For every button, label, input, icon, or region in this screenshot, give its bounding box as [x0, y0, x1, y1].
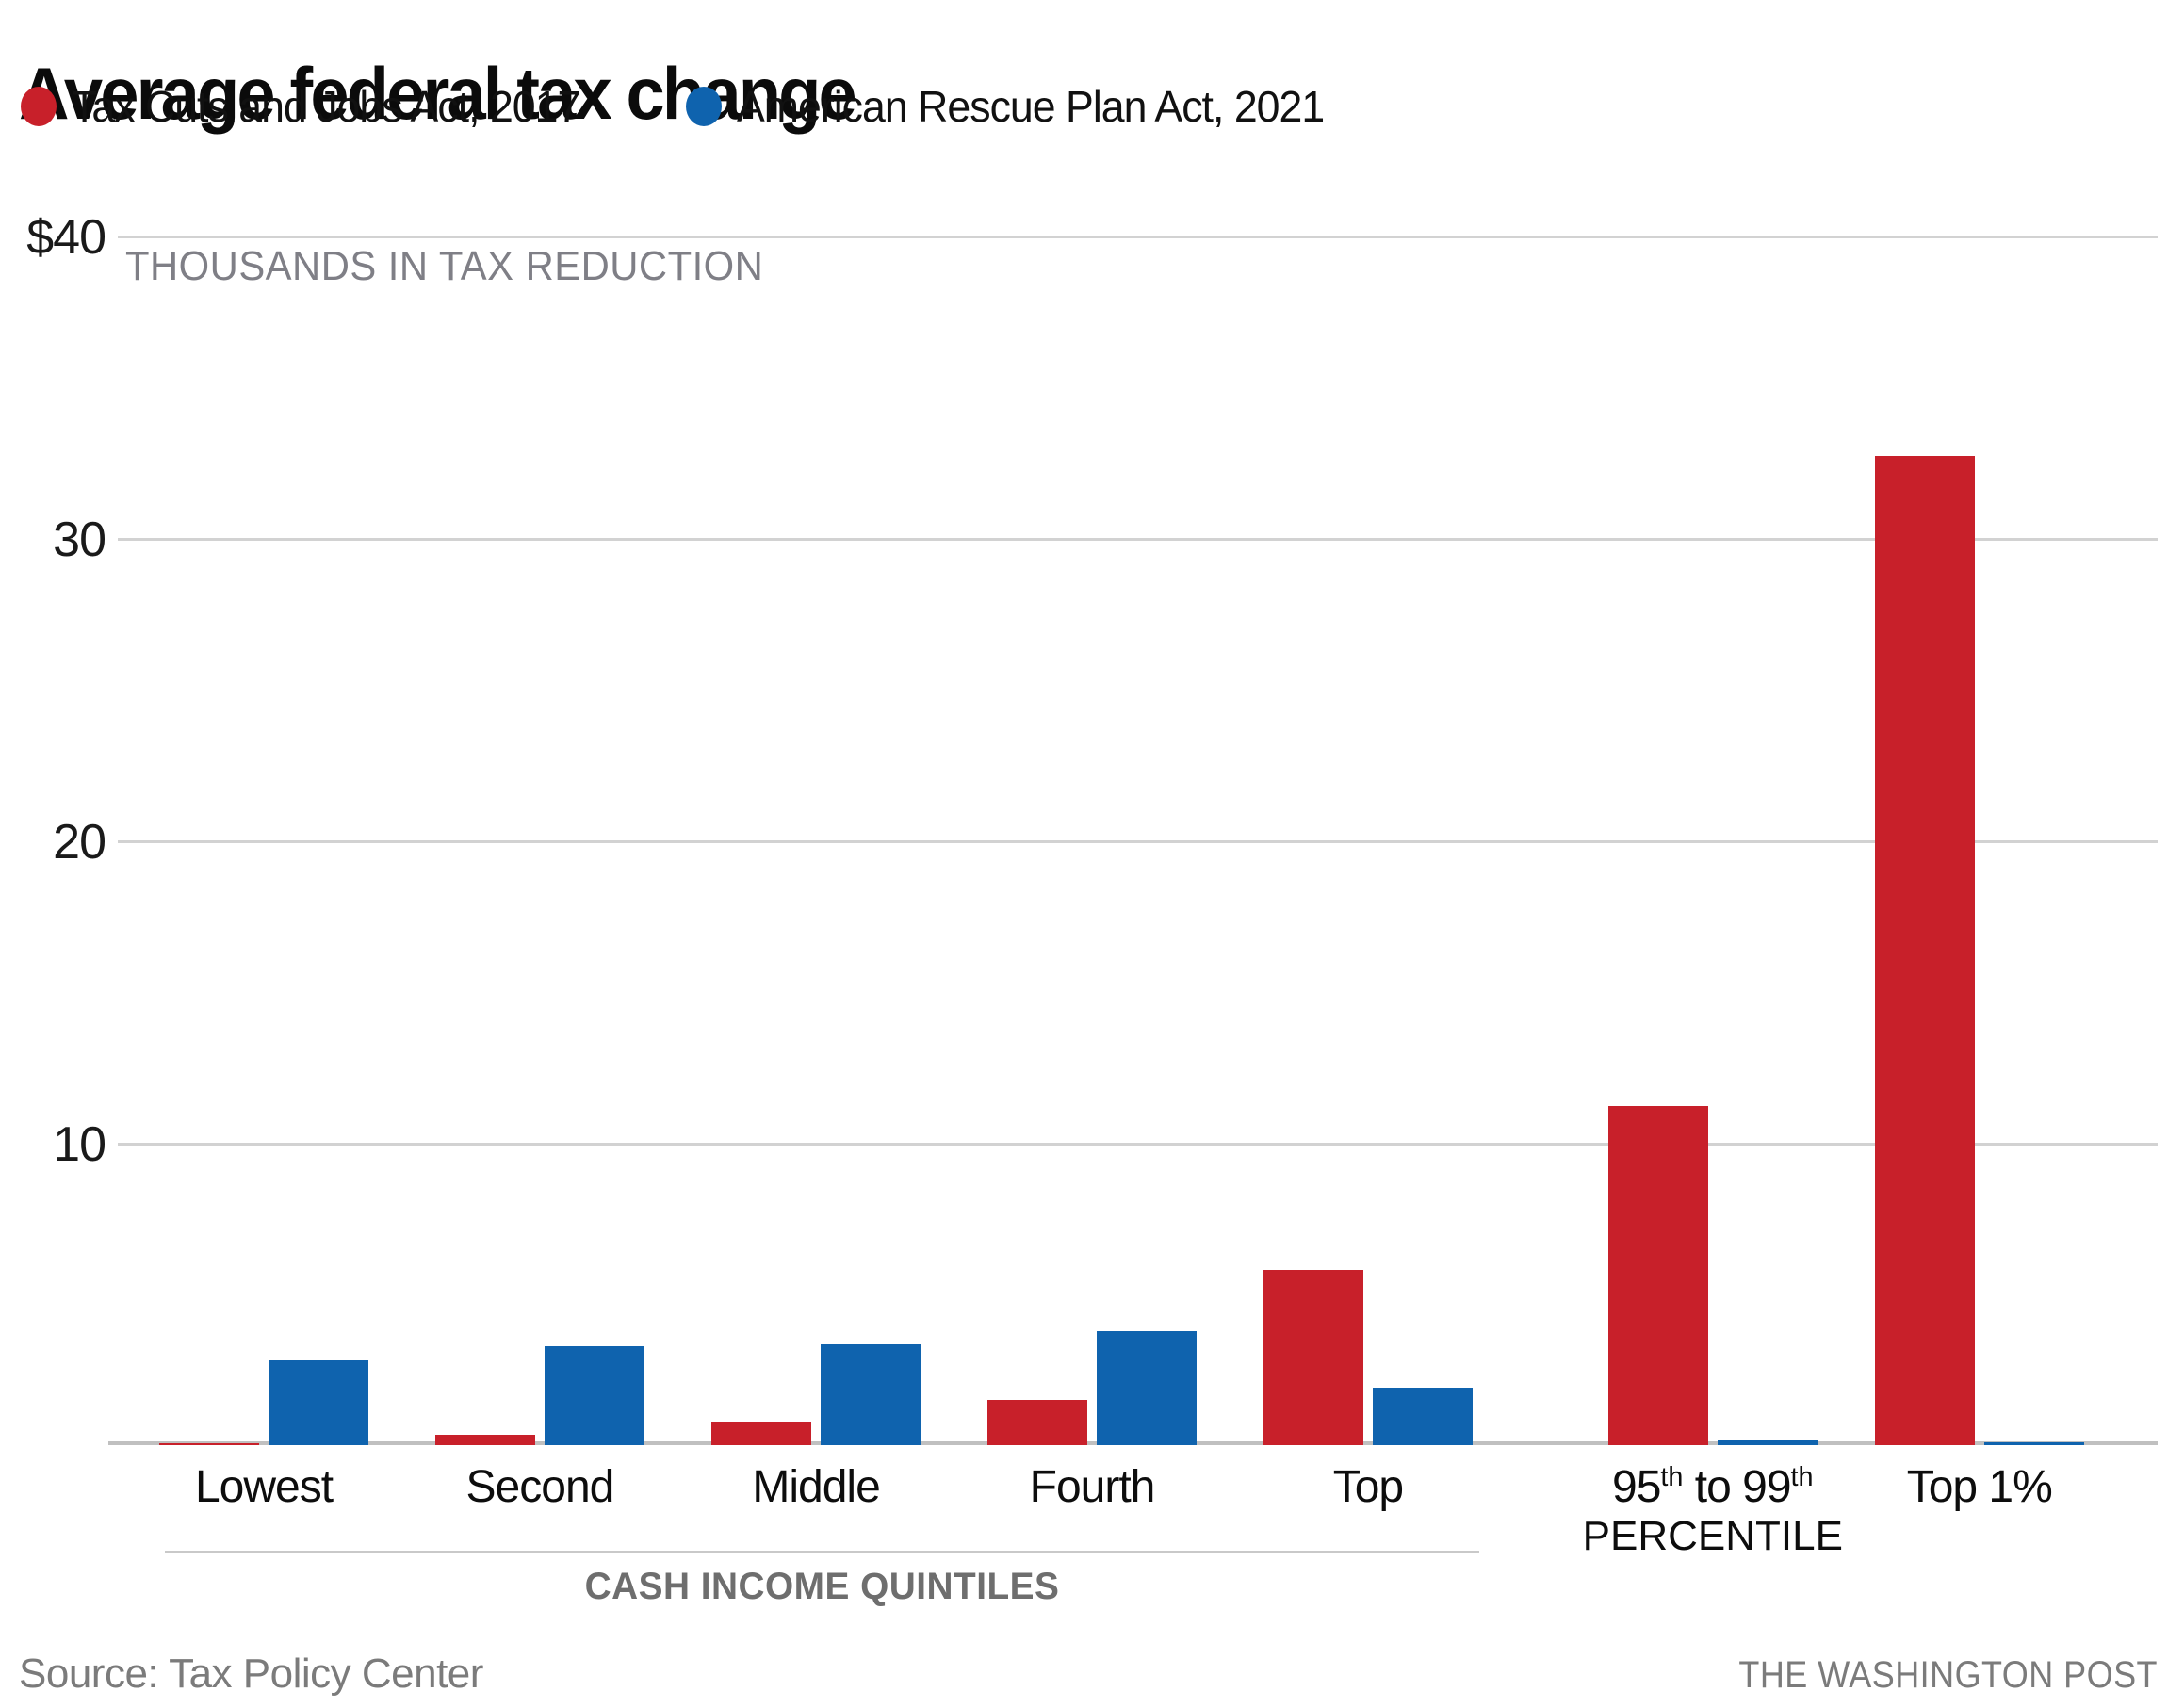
publisher-credit: THE WASHINGTON POST	[1738, 1654, 2158, 1696]
bar-second-2021	[544, 1346, 644, 1445]
bar-lowest-2017	[159, 1443, 259, 1445]
x-category-label-95th-to-99th-percentile: 95th to 99th PERCENTILE	[1582, 1462, 1843, 1559]
gridline-40	[118, 236, 2158, 238]
legend-dot-blue-icon	[686, 87, 723, 126]
legend-label: Tax Cuts and Jobs Act, 2017	[72, 82, 580, 131]
bar-chart-plot-area	[108, 236, 2158, 1445]
bar-top-2017	[1263, 1269, 1363, 1445]
y-tick-label-10: 10	[53, 1117, 106, 1172]
bar-fourth-2017	[987, 1399, 1087, 1445]
source-note: Source: Tax Policy Center	[19, 1651, 483, 1697]
x-category-label-lowest: Lowest	[194, 1462, 334, 1512]
x-axis-title: CASH INCOME QUINTILES	[584, 1566, 1060, 1607]
gridline-20	[118, 840, 2158, 843]
legend-item-arpa: American Rescue Plan Act, 2021	[686, 81, 1342, 132]
bar-95th-to-99th-percentile-2017	[1607, 1106, 1708, 1445]
bar-top-1--2017	[1874, 456, 1975, 1445]
bar-95th-to-99th-percentile-2021	[1717, 1439, 1818, 1445]
quintile-axis-rule	[165, 1551, 1479, 1553]
y-tick-label-30: 30	[53, 512, 106, 567]
bar-lowest-2021	[269, 1360, 368, 1445]
gridline-10	[118, 1143, 2158, 1146]
legend-label: American Rescue Plan Act, 2021	[737, 82, 1325, 131]
bar-top-1--2021	[1983, 1442, 2084, 1445]
x-category-label-fourth: Fourth	[1029, 1462, 1156, 1512]
bar-middle-2021	[821, 1343, 921, 1445]
x-category-label-second: Second	[465, 1462, 615, 1512]
legend: Tax Cuts and Jobs Act, 2017 American Res…	[21, 81, 1433, 132]
y-axis-unit-label: THOUSANDS IN TAX REDUCTION	[125, 243, 764, 289]
x-category-label-middle: Middle	[752, 1462, 880, 1512]
x-category-label-top-1-: Top 1%	[1906, 1462, 2053, 1512]
bar-second-2017	[434, 1435, 535, 1445]
y-tick-label-20: 20	[53, 815, 106, 870]
x-category-label-top: Top	[1332, 1462, 1404, 1512]
bar-top-2021	[1372, 1388, 1473, 1445]
y-tick-label-40: $40	[26, 210, 106, 265]
legend-dot-red-icon	[21, 87, 57, 126]
bar-middle-2017	[711, 1421, 812, 1445]
bar-fourth-2021	[1097, 1330, 1197, 1445]
gridline-30	[118, 538, 2158, 541]
legend-item-tcja: Tax Cuts and Jobs Act, 2017	[21, 81, 595, 132]
